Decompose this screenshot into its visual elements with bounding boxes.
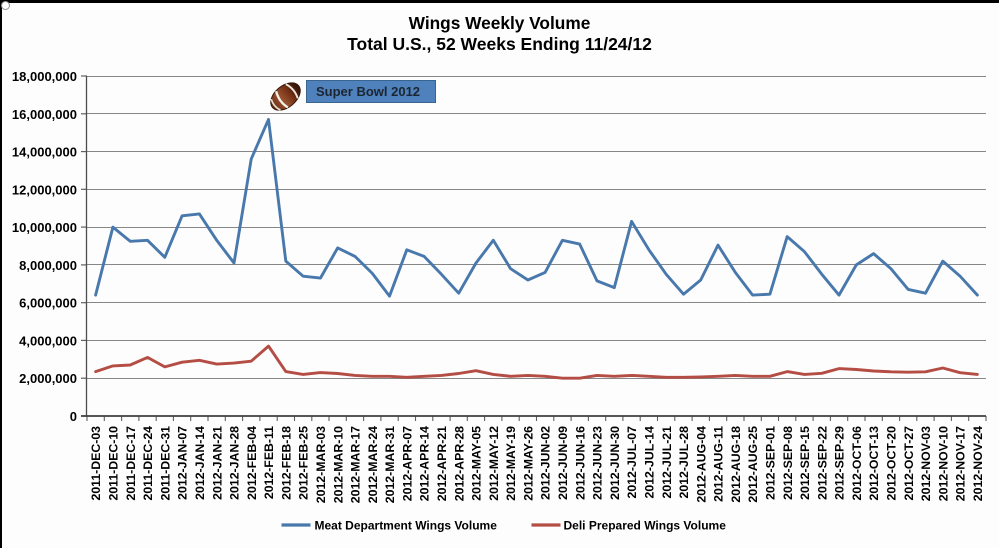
svg-text:2012-JUN-09: 2012-JUN-09 bbox=[556, 426, 570, 500]
svg-text:2012-NOV-24: 2012-NOV-24 bbox=[971, 426, 985, 501]
svg-text:2012-NOV-17: 2012-NOV-17 bbox=[954, 426, 968, 501]
svg-text:2012-MAR-17: 2012-MAR-17 bbox=[349, 426, 363, 503]
svg-text:2012-MAY-05: 2012-MAY-05 bbox=[470, 426, 484, 501]
svg-text:2012-APR-07: 2012-APR-07 bbox=[400, 426, 414, 501]
svg-text:6,000,000: 6,000,000 bbox=[19, 296, 77, 311]
svg-text:2012-SEP-29: 2012-SEP-29 bbox=[833, 426, 847, 500]
svg-text:Meat Department Wings Volume: Meat Department Wings Volume bbox=[315, 519, 498, 533]
svg-text:2011-DEC-24: 2011-DEC-24 bbox=[141, 426, 155, 501]
svg-text:12,000,000: 12,000,000 bbox=[12, 182, 77, 197]
svg-text:2,000,000: 2,000,000 bbox=[19, 371, 77, 386]
svg-text:2012-APR-14: 2012-APR-14 bbox=[418, 426, 432, 501]
svg-text:2012-SEP-15: 2012-SEP-15 bbox=[798, 426, 812, 500]
svg-text:0: 0 bbox=[70, 409, 77, 424]
svg-text:2012-OCT-06: 2012-OCT-06 bbox=[850, 426, 864, 501]
svg-text:2012-JUN-30: 2012-JUN-30 bbox=[608, 426, 622, 500]
svg-text:2012-JAN-28: 2012-JAN-28 bbox=[228, 426, 242, 500]
svg-text:2012-MAR-24: 2012-MAR-24 bbox=[366, 426, 380, 503]
svg-text:2012-OCT-20: 2012-OCT-20 bbox=[885, 426, 899, 501]
svg-text:2012-JUL-14: 2012-JUL-14 bbox=[643, 426, 657, 499]
svg-text:2012-MAR-10: 2012-MAR-10 bbox=[331, 426, 345, 503]
svg-text:2012-OCT-13: 2012-OCT-13 bbox=[867, 426, 881, 501]
svg-text:2012-JAN-07: 2012-JAN-07 bbox=[176, 426, 190, 500]
svg-text:2011-DEC-10: 2011-DEC-10 bbox=[107, 426, 121, 501]
svg-text:2012-JUL-07: 2012-JUL-07 bbox=[625, 426, 639, 499]
svg-text:2012-AUG-04: 2012-AUG-04 bbox=[694, 426, 708, 503]
svg-text:2012-JUN-16: 2012-JUN-16 bbox=[573, 426, 587, 500]
svg-text:2011-DEC-17: 2011-DEC-17 bbox=[124, 426, 138, 501]
svg-text:8,000,000: 8,000,000 bbox=[19, 258, 77, 273]
svg-text:2012-SEP-08: 2012-SEP-08 bbox=[781, 426, 795, 500]
svg-text:2012-MAR-31: 2012-MAR-31 bbox=[383, 426, 397, 503]
svg-text:2011-DEC-31: 2011-DEC-31 bbox=[158, 426, 172, 501]
svg-text:2012-FEB-25: 2012-FEB-25 bbox=[297, 426, 311, 500]
svg-text:2012-FEB-11: 2012-FEB-11 bbox=[262, 426, 276, 499]
svg-text:18,000,000: 18,000,000 bbox=[12, 69, 77, 84]
svg-text:2012-JUN-02: 2012-JUN-02 bbox=[539, 426, 553, 500]
svg-text:2012-JAN-14: 2012-JAN-14 bbox=[193, 426, 207, 500]
svg-text:2012-OCT-27: 2012-OCT-27 bbox=[902, 426, 916, 501]
svg-text:2012-JUL-21: 2012-JUL-21 bbox=[660, 426, 674, 499]
svg-text:2012-NOV-10: 2012-NOV-10 bbox=[936, 426, 950, 501]
svg-text:2012-APR-21: 2012-APR-21 bbox=[435, 426, 449, 501]
svg-text:2012-JUN-23: 2012-JUN-23 bbox=[591, 426, 605, 500]
svg-text:2012-FEB-04: 2012-FEB-04 bbox=[245, 426, 259, 500]
svg-text:2012-MAY-12: 2012-MAY-12 bbox=[487, 426, 501, 501]
svg-text:10,000,000: 10,000,000 bbox=[12, 220, 77, 235]
svg-text:2012-MAY-26: 2012-MAY-26 bbox=[522, 426, 536, 501]
svg-text:2012-MAR-03: 2012-MAR-03 bbox=[314, 426, 328, 503]
svg-text:2012-JUL-28: 2012-JUL-28 bbox=[677, 426, 691, 499]
svg-text:4,000,000: 4,000,000 bbox=[19, 333, 77, 348]
svg-text:2011-DEC-03: 2011-DEC-03 bbox=[89, 426, 103, 501]
svg-text:16,000,000: 16,000,000 bbox=[12, 107, 77, 122]
svg-text:2012-SEP-22: 2012-SEP-22 bbox=[815, 426, 829, 500]
svg-text:2012-FEB-18: 2012-FEB-18 bbox=[279, 426, 293, 500]
svg-text:2012-AUG-18: 2012-AUG-18 bbox=[729, 426, 743, 503]
svg-text:2012-AUG-11: 2012-AUG-11 bbox=[712, 426, 726, 502]
svg-text:2012-JAN-21: 2012-JAN-21 bbox=[210, 426, 224, 500]
svg-text:14,000,000: 14,000,000 bbox=[12, 145, 77, 160]
svg-text:2012-APR-28: 2012-APR-28 bbox=[452, 426, 466, 501]
svg-text:2012-SEP-01: 2012-SEP-01 bbox=[764, 426, 778, 500]
svg-text:Deli Prepared Wings Volume: Deli Prepared Wings Volume bbox=[564, 519, 727, 533]
svg-text:2012-NOV-03: 2012-NOV-03 bbox=[919, 426, 933, 501]
svg-text:2012-AUG-25: 2012-AUG-25 bbox=[746, 426, 760, 503]
svg-text:2012-MAY-19: 2012-MAY-19 bbox=[504, 426, 518, 501]
